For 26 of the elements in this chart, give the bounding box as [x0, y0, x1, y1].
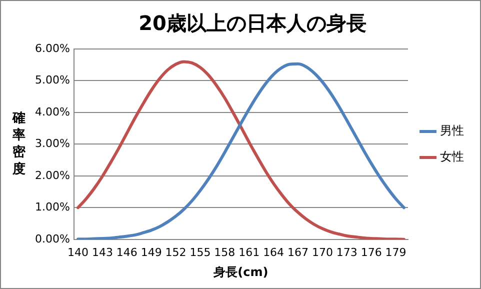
x-tick-label: 146	[116, 246, 138, 259]
x-tick-label: 161	[238, 246, 260, 259]
legend-label: 男性	[440, 124, 464, 138]
legend-label: 女性	[440, 150, 464, 164]
x-tick-label: 170	[312, 246, 333, 259]
x-tick-label: 179	[385, 246, 406, 259]
x-tick-label: 140	[68, 246, 89, 259]
x-tick-label: 176	[360, 246, 382, 259]
y-tick-label: 1.00%	[34, 200, 70, 214]
x-tick-label: 173	[336, 246, 358, 259]
y-tick-label: 6.00%	[34, 42, 70, 55]
x-tick-label: 164	[263, 246, 284, 259]
x-tick-label: 152	[165, 246, 186, 259]
x-tick-label: 143	[92, 246, 113, 259]
x-tick-label: 158	[214, 246, 236, 259]
chart-title: 20歳以上の日本人の身長	[138, 11, 366, 36]
x-tick-label: 149	[140, 246, 162, 259]
y-tick-label: 0.00%	[34, 232, 70, 246]
x-tick-label: 155	[190, 246, 211, 259]
y-tick-label: 5.00%	[34, 74, 70, 87]
y-axis-title: 確率密度	[12, 111, 26, 178]
y-tick-label: 4.00%	[34, 105, 70, 118]
x-axis-title: 身長(cm)	[212, 264, 268, 279]
y-tick-label: 2.00%	[34, 168, 70, 182]
y-tick-label: 3.00%	[34, 137, 70, 150]
x-tick-label: 167	[288, 246, 309, 259]
